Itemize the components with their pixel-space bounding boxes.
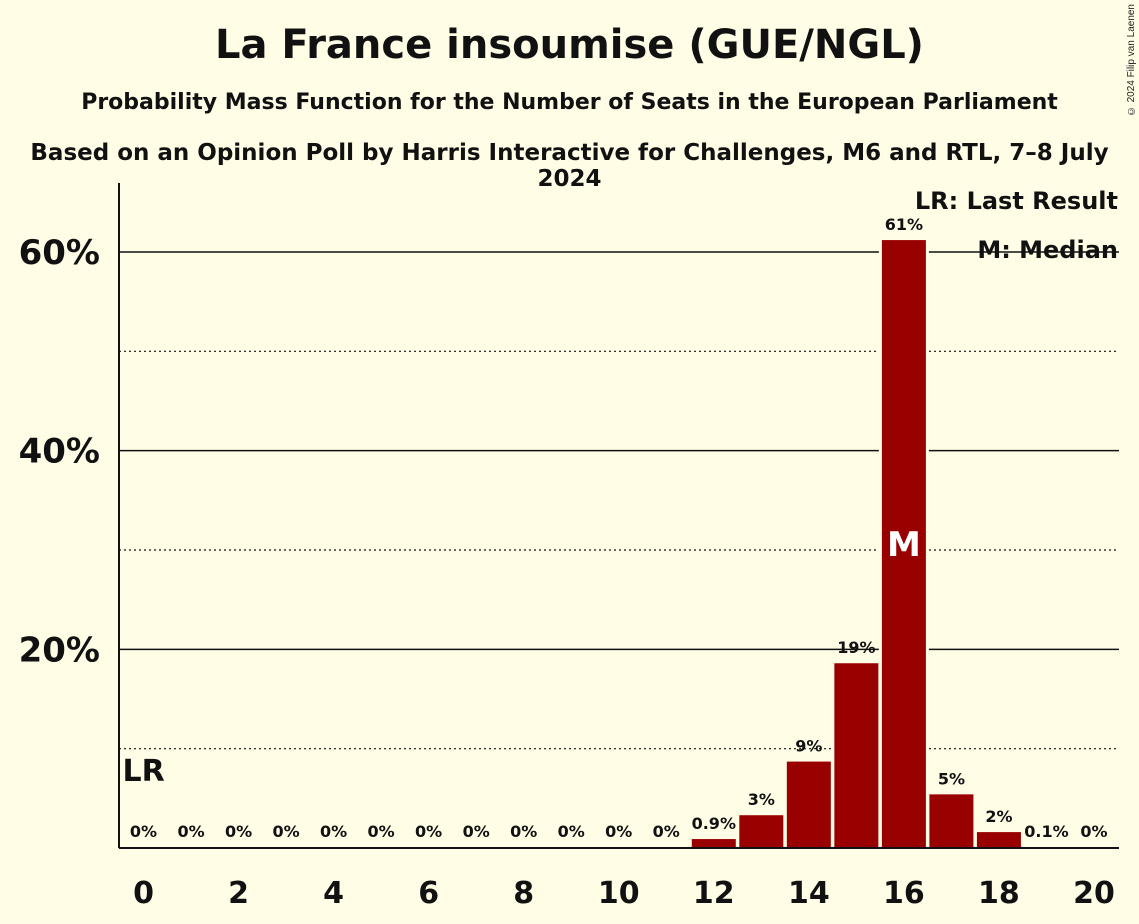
bar-value-label: 0%: [368, 822, 395, 841]
bar: [739, 815, 784, 848]
axes: [118, 183, 1119, 849]
bar: [976, 832, 1021, 848]
bar-value-label: 0%: [653, 822, 680, 841]
bar-value-label: 3%: [748, 790, 775, 809]
chart-source-note: Based on an Opinion Poll by Harris Inter…: [30, 140, 1109, 192]
bar-value-label: 0.9%: [692, 814, 736, 833]
legend-median: M: Median: [977, 236, 1118, 264]
x-tick-label: 18: [978, 876, 1020, 911]
y-tick-label: 20%: [19, 630, 100, 670]
chart-title: La France insoumise (GUE/NGL): [215, 22, 924, 68]
grid-lines: [119, 251, 1119, 750]
bar-value-label: 0%: [510, 822, 537, 841]
x-tick-label: 12: [693, 876, 735, 911]
legend-last-result: LR: Last Result: [915, 187, 1118, 215]
y-tick-label: 60%: [19, 233, 100, 273]
x-tick-label: 0: [133, 876, 154, 911]
bar: [834, 663, 879, 848]
bar: [786, 761, 831, 848]
labels: 20%40%60%0% 0% 0% 0% 0% 0% 0% 0% 0% 0% 0% 0% 0.9%3%9…: [19, 214, 1115, 911]
bar-value-label: 5%: [938, 769, 965, 788]
bar-value-label: 0%: [272, 822, 299, 841]
median-marker: M: [887, 525, 921, 565]
chart-subtitle: Probability Mass Function for the Number…: [81, 90, 1058, 115]
x-tick-label: 16: [883, 876, 925, 911]
bar-label-bg: [877, 214, 930, 236]
bar-value-label: 61%: [885, 215, 923, 234]
bar-value-label: 0%: [130, 822, 157, 841]
x-tick-label: 8: [513, 876, 534, 911]
bar-value-label: 0%: [177, 822, 204, 841]
x-tick-label: 10: [598, 876, 640, 911]
x-tick-label: 4: [323, 876, 344, 911]
bar: [691, 839, 736, 848]
bar-value-label: 0.1%: [1024, 822, 1068, 841]
x-tick-label: 6: [418, 876, 439, 911]
last-result-marker: LR: [123, 754, 165, 789]
bar: [929, 794, 974, 848]
bar-value-label: 0%: [605, 822, 632, 841]
bar-value-label: 0%: [1080, 822, 1107, 841]
bar-value-label: 0%: [225, 822, 252, 841]
bar-value-label: 19%: [837, 638, 875, 657]
bar: [881, 240, 926, 848]
x-tick-label: 20: [1073, 876, 1115, 911]
bar-value-label: 0%: [558, 822, 585, 841]
bar-value-label: 2%: [985, 807, 1012, 826]
bar-value-label: 0%: [320, 822, 347, 841]
bar-value-label: 9%: [795, 737, 822, 756]
bar-value-label: 0%: [415, 822, 442, 841]
bar-value-label: 0%: [463, 822, 490, 841]
x-tick-label: 2: [228, 876, 249, 911]
bars: [691, 237, 1069, 848]
x-tick-label: 14: [788, 876, 830, 911]
y-tick-label: 40%: [19, 432, 100, 472]
